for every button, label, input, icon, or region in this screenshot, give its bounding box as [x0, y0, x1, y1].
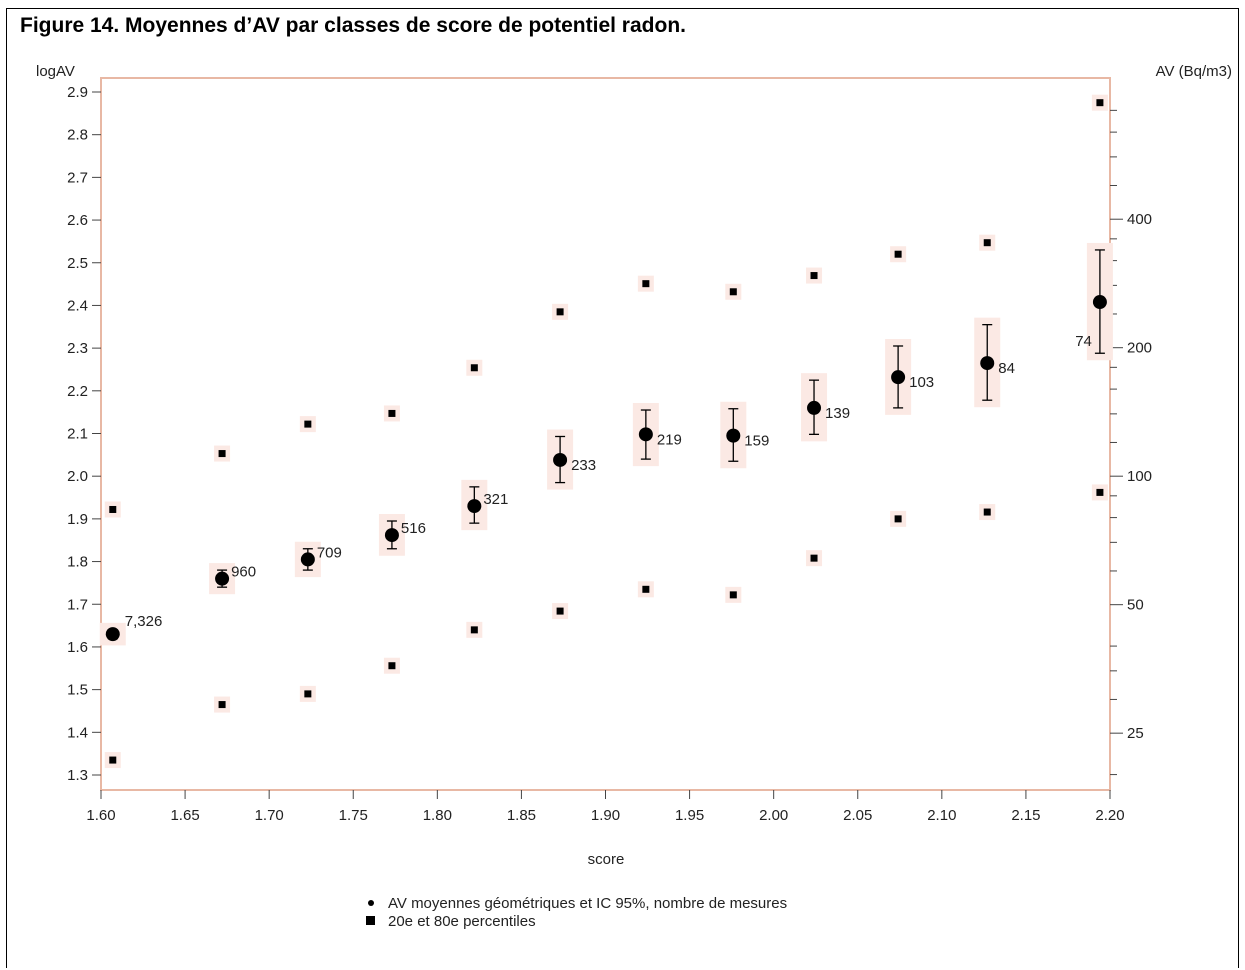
y-tick-label-left: 1.4	[67, 724, 88, 741]
y-tick-label-left: 1.9	[67, 511, 88, 528]
percentile-marker	[983, 508, 991, 516]
percentile-marker	[304, 420, 312, 428]
mean-marker	[980, 356, 995, 371]
percentile-marker	[109, 505, 117, 513]
y-tick-label-left: 2.4	[67, 297, 88, 314]
x-tick-label: 1.75	[339, 807, 368, 824]
count-label: 84	[998, 360, 1015, 377]
y-tick-label-right: 50	[1127, 597, 1144, 614]
percentile-marker	[388, 662, 396, 670]
y-tick-label-left: 1.3	[67, 767, 88, 784]
percentile-marker	[729, 288, 737, 296]
percentile-marker	[810, 554, 818, 562]
count-label: 139	[825, 405, 850, 422]
figure-frame	[6, 8, 1239, 968]
x-tick-label: 1.95	[675, 807, 704, 824]
percentile-marker	[556, 308, 564, 316]
count-label: 709	[317, 544, 342, 561]
x-tick-label: 1.85	[507, 807, 536, 824]
mean-marker	[467, 499, 482, 514]
x-tick-label: 1.70	[255, 807, 284, 824]
percentile-marker	[470, 364, 478, 372]
count-label: 159	[744, 433, 769, 450]
count-label: 321	[483, 491, 508, 508]
y-tick-label-left: 1.7	[67, 596, 88, 613]
percentile-marker	[218, 450, 226, 458]
mean-marker	[1092, 295, 1107, 310]
percentile-marker	[304, 690, 312, 698]
mean-marker	[638, 427, 653, 442]
mean-marker	[553, 452, 568, 467]
legend-marker-percentile	[366, 916, 375, 925]
figure-title: Figure 14. Moyennes d’AV par classes de …	[20, 14, 686, 37]
y-tick-label-right: 200	[1127, 340, 1152, 357]
legend-label-percentile: 20e et 80e percentiles	[388, 913, 536, 930]
percentile-marker	[109, 756, 117, 764]
mean-marker	[300, 552, 315, 567]
mean-marker	[807, 400, 822, 415]
percentile-marker	[894, 250, 902, 258]
x-tick-label: 2.20	[1095, 807, 1124, 824]
y-axis-left-label: logAV	[36, 63, 75, 80]
x-tick-label: 1.60	[86, 807, 115, 824]
percentile-marker	[1096, 99, 1104, 107]
legend-label-mean: AV moyennes géométriques et IC 95%, nomb…	[388, 895, 787, 912]
plot-area	[100, 77, 1111, 791]
percentile-marker	[729, 591, 737, 599]
x-tick-label: 2.10	[927, 807, 956, 824]
count-label: 960	[231, 564, 256, 581]
y-tick-label-right: 25	[1127, 725, 1144, 742]
mean-marker	[891, 370, 906, 385]
percentile-marker	[642, 280, 650, 288]
legend-marker-mean	[368, 900, 374, 906]
percentile-marker	[556, 607, 564, 615]
x-tick-label: 2.00	[759, 807, 788, 824]
count-label: 103	[909, 374, 934, 391]
y-tick-label-right: 400	[1127, 211, 1152, 228]
legend: AV moyennes géométriques et IC 95%, nomb…	[366, 895, 787, 930]
y-tick-label-left: 1.6	[67, 639, 88, 656]
x-tick-label: 1.80	[423, 807, 452, 824]
x-tick-label: 1.90	[591, 807, 620, 824]
x-tick-label: 2.15	[1011, 807, 1040, 824]
percentile-marker	[1096, 488, 1104, 496]
y-tick-label-left: 1.5	[67, 682, 88, 699]
mean-marker	[726, 428, 741, 443]
y-tick-label-left: 2.3	[67, 340, 88, 357]
count-label: 233	[571, 457, 596, 474]
count-label: 219	[657, 431, 682, 448]
percentile-marker	[388, 409, 396, 417]
count-label: 7,326	[125, 613, 163, 630]
y-tick-label-left: 1.8	[67, 554, 88, 571]
count-label: 516	[401, 520, 426, 537]
mean-marker	[215, 571, 230, 586]
y-tick-label-left: 2.8	[67, 127, 88, 144]
percentile-marker	[642, 585, 650, 593]
y-tick-label-left: 2.9	[67, 84, 88, 101]
y-axis-right-label: AV (Bq/m3)	[1156, 63, 1232, 80]
percentile-marker	[810, 272, 818, 280]
x-axis-label: score	[588, 851, 625, 868]
percentile-marker	[894, 515, 902, 523]
y-tick-label-left: 2.7	[67, 169, 88, 186]
y-tick-label-right: 100	[1127, 468, 1152, 485]
percentile-marker	[983, 239, 991, 247]
y-tick-label-left: 2.5	[67, 255, 88, 272]
mean-marker	[384, 528, 399, 543]
y-tick-label-left: 2.2	[67, 383, 88, 400]
y-tick-label-left: 2.6	[67, 212, 88, 229]
x-tick-label: 2.05	[843, 807, 872, 824]
percentile-marker	[218, 701, 226, 709]
x-tick-label: 1.65	[170, 807, 199, 824]
percentile-marker	[470, 626, 478, 634]
y-tick-label-left: 2.1	[67, 426, 88, 443]
y-tick-label-left: 2.0	[67, 468, 88, 485]
count-label: 74	[1075, 333, 1092, 350]
mean-marker	[105, 627, 120, 642]
